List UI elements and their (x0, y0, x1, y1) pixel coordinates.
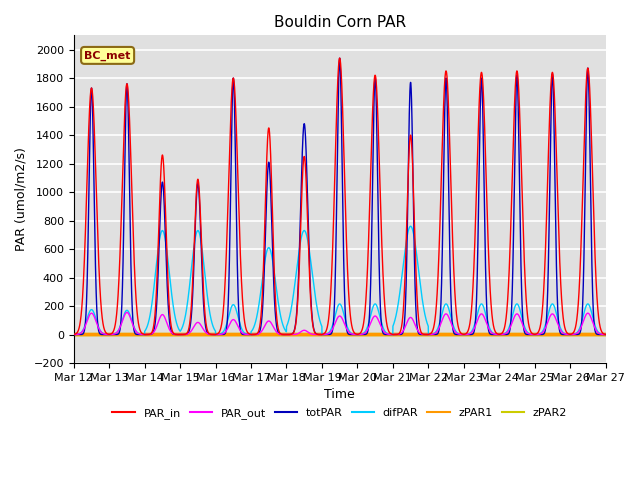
PAR_in (336, 55, 344, 61)
zPAR1 (429, 332, 437, 337)
difPAR (406, 223, 414, 229)
zPAR2 (320, 332, 328, 337)
zPAR2 (429, 332, 437, 337)
PAR_out (602, 332, 609, 337)
PAR_in (602, 332, 609, 337)
Line: totPAR: totPAR (74, 58, 605, 335)
totPAR (602, 332, 609, 337)
PAR_out (459, 332, 467, 337)
PAR_in (70, 332, 77, 337)
zPAR1 (602, 332, 609, 337)
PAR_out (489, 331, 497, 336)
Legend: PAR_in, PAR_out, totPAR, difPAR, zPAR1, zPAR2: PAR_in, PAR_out, totPAR, difPAR, zPAR1, … (108, 403, 572, 423)
Y-axis label: PAR (umol/m2/s): PAR (umol/m2/s) (15, 147, 28, 251)
PAR_in (459, 331, 467, 337)
difPAR (602, 332, 609, 337)
zPAR2 (166, 332, 173, 337)
PAR_in (601, 331, 609, 337)
Title: Bouldin Corn PAR: Bouldin Corn PAR (274, 15, 406, 30)
PAR_in (489, 320, 497, 326)
PAR_out (123, 310, 131, 315)
difPAR (429, 331, 437, 336)
Text: BC_met: BC_met (84, 50, 131, 60)
zPAR1 (70, 332, 77, 337)
totPAR (166, 317, 173, 323)
totPAR (601, 332, 609, 337)
difPAR (106, 332, 113, 337)
PAR_in (166, 305, 173, 311)
totPAR (320, 332, 328, 337)
zPAR2 (489, 332, 497, 337)
totPAR (489, 332, 497, 337)
zPAR2 (602, 332, 609, 337)
totPAR (70, 332, 77, 337)
difPAR (489, 330, 497, 336)
zPAR2 (70, 332, 77, 337)
zPAR1 (489, 332, 497, 337)
difPAR (320, 332, 328, 337)
PAR_in (176, 332, 184, 337)
PAR_out (70, 332, 77, 337)
PAR_out (601, 332, 609, 337)
totPAR (336, 55, 344, 61)
zPAR1 (601, 332, 609, 337)
zPAR1 (459, 332, 467, 337)
X-axis label: Time: Time (324, 388, 355, 401)
Line: difPAR: difPAR (74, 226, 605, 335)
zPAR2 (459, 332, 467, 337)
difPAR (70, 332, 77, 337)
difPAR (601, 332, 609, 337)
PAR_in (429, 325, 437, 331)
difPAR (166, 271, 173, 277)
PAR_out (166, 326, 173, 332)
totPAR (459, 332, 467, 337)
zPAR1 (166, 332, 173, 337)
zPAR1 (320, 332, 328, 337)
PAR_out (283, 332, 291, 337)
Line: PAR_in: PAR_in (74, 58, 605, 335)
totPAR (429, 332, 437, 337)
Line: PAR_out: PAR_out (74, 312, 605, 335)
difPAR (459, 332, 467, 337)
PAR_in (320, 331, 328, 337)
PAR_out (320, 332, 328, 337)
PAR_out (429, 331, 437, 337)
zPAR2 (601, 332, 609, 337)
